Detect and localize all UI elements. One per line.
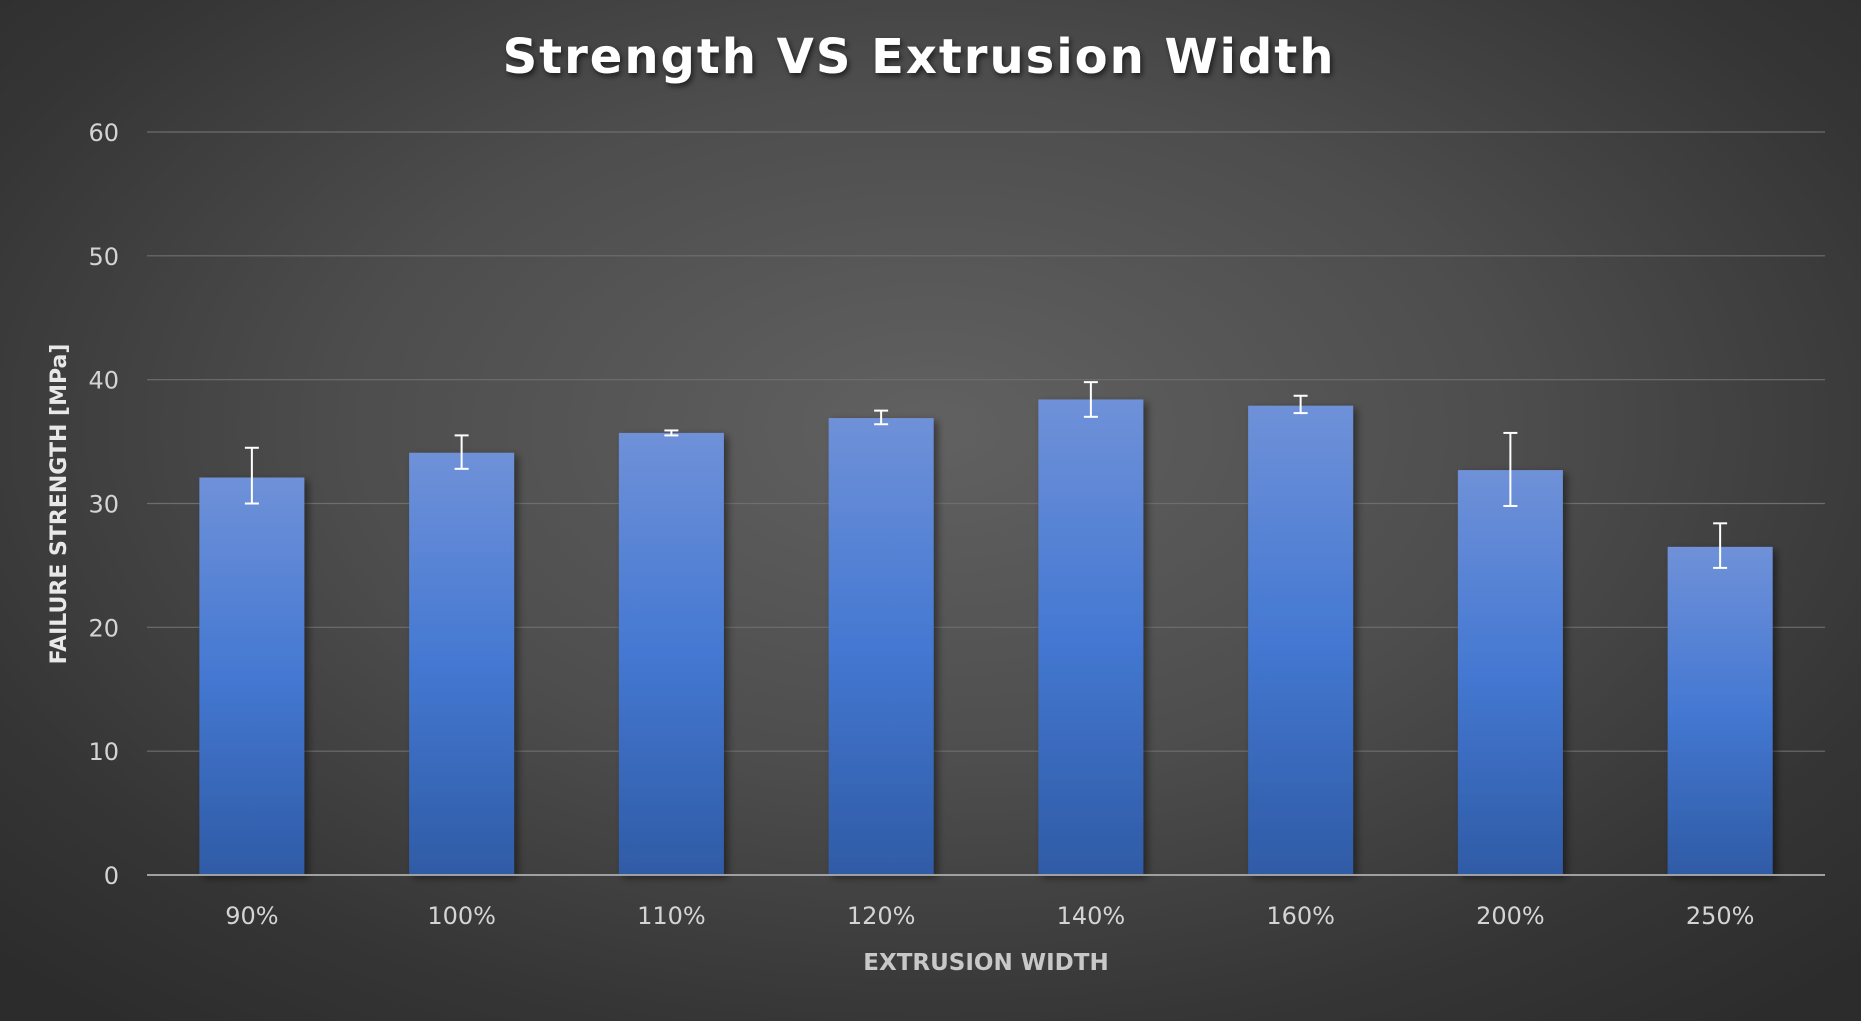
error-bar: [664, 429, 679, 437]
y-tick-label: 50: [88, 243, 119, 271]
bar: [1457, 470, 1563, 875]
x-tick-label: 140%: [1057, 902, 1126, 930]
bars: [199, 399, 1773, 875]
y-axis-title: FAILURE STRENGTH [MPa]: [47, 344, 72, 665]
bar: [1667, 546, 1773, 875]
x-tick-label: 200%: [1476, 902, 1545, 930]
x-tick-label: 160%: [1266, 902, 1335, 930]
x-tick-label: 120%: [847, 902, 916, 930]
error-bar: [454, 434, 469, 470]
x-tick-label: 90%: [225, 902, 278, 930]
error-bar: [1503, 431, 1518, 507]
y-tick-label: 40: [88, 367, 119, 395]
y-tick-label: 60: [88, 119, 119, 147]
error-bar: [1293, 394, 1308, 415]
bar: [828, 418, 934, 875]
bar: [618, 432, 724, 875]
y-tick-label: 10: [88, 738, 119, 766]
error-bars: [244, 381, 1728, 569]
bar: [199, 477, 305, 875]
x-tick-label: 100%: [427, 902, 496, 930]
bar: [1038, 399, 1144, 875]
x-axis-title: EXTRUSION WIDTH: [863, 950, 1108, 976]
error-bar: [244, 446, 259, 505]
error-bar: [874, 409, 889, 426]
y-tick-label: 30: [88, 491, 119, 519]
y-tick-label: 0: [104, 862, 119, 890]
gridlines: [147, 131, 1825, 752]
y-tick-label: 20: [88, 614, 119, 642]
error-bar: [1713, 522, 1728, 569]
chart-title: Strength VS Extrusion Width: [503, 29, 1336, 85]
error-bar: [1083, 381, 1098, 418]
x-tick-label: 110%: [637, 902, 706, 930]
y-tick-labels: 0 10 20 30 40 50 60: [88, 119, 119, 890]
bar: [1248, 405, 1354, 875]
bar: [409, 452, 515, 875]
x-tick-labels: 90% 100% 110% 120% 140% 160% 200% 250%: [225, 902, 1754, 930]
x-tick-label: 250%: [1686, 902, 1755, 930]
